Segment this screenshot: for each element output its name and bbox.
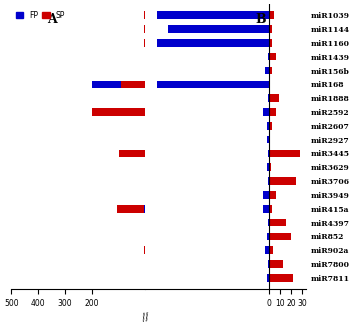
Bar [168, 25, 269, 33]
Bar [269, 81, 270, 88]
Bar [92, 81, 145, 88]
Bar [268, 150, 269, 157]
Bar [269, 219, 286, 226]
Bar [156, 11, 269, 19]
Bar [269, 150, 300, 157]
Bar [266, 67, 269, 74]
Bar [268, 53, 269, 61]
Bar [144, 39, 145, 47]
Bar [266, 246, 269, 254]
Bar [269, 39, 272, 47]
Bar [144, 25, 145, 33]
Bar [269, 122, 272, 130]
Bar [268, 177, 269, 185]
Bar [144, 39, 145, 47]
Bar [268, 260, 269, 268]
Bar [267, 164, 269, 171]
Bar [144, 25, 145, 33]
Text: //: // [141, 312, 149, 323]
Bar [269, 67, 272, 74]
Bar [121, 81, 145, 88]
Bar [92, 108, 145, 116]
Bar [144, 11, 145, 19]
Bar [269, 191, 275, 199]
Bar [269, 177, 296, 185]
Text: B: B [256, 13, 266, 26]
Legend: FP, SP: FP, SP [13, 8, 68, 23]
Bar [269, 108, 275, 116]
Bar [156, 81, 269, 88]
Bar [119, 150, 145, 157]
Bar [269, 53, 275, 61]
Bar [269, 246, 273, 254]
Bar [267, 274, 269, 282]
Bar [269, 233, 291, 240]
Bar [267, 233, 269, 240]
Bar [268, 219, 269, 226]
Bar [117, 205, 144, 213]
Bar [269, 11, 274, 19]
Bar [263, 191, 269, 199]
Bar [144, 246, 145, 254]
Bar [269, 25, 272, 33]
Bar [156, 39, 269, 47]
Bar [144, 205, 145, 213]
Bar [269, 260, 284, 268]
Bar [144, 11, 145, 19]
Bar [267, 122, 269, 130]
Text: A: A [47, 13, 57, 26]
Bar [263, 108, 269, 116]
Bar [269, 274, 293, 282]
Bar [269, 205, 272, 213]
Bar [267, 136, 269, 144]
Bar [269, 164, 271, 171]
Bar [268, 94, 269, 102]
Bar [269, 94, 279, 102]
Bar [263, 205, 269, 213]
